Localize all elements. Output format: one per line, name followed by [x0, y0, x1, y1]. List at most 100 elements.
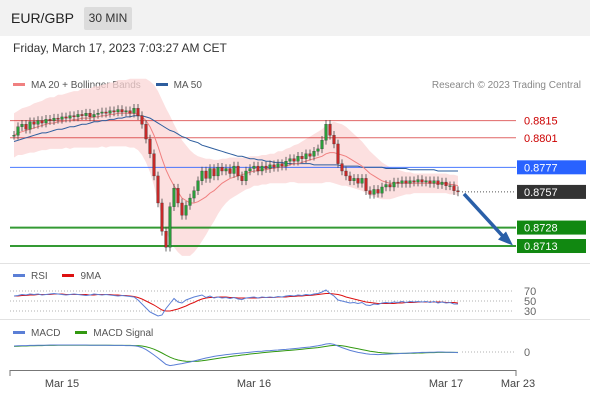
- candle-body: [400, 180, 404, 184]
- x-tick-label-1: Mar 16: [237, 378, 271, 390]
- candle-body: [120, 109, 124, 113]
- level-label-5: 0.8713: [524, 241, 558, 253]
- candle-body: [280, 163, 284, 167]
- candle-body: [132, 108, 136, 114]
- candle-body: [60, 116, 64, 120]
- research-credit: Research © 2023 Trading Central: [431, 80, 581, 91]
- candle-body: [392, 181, 396, 188]
- candle-body: [152, 153, 156, 177]
- candle-body: [452, 185, 456, 191]
- candle-body: [432, 180, 436, 184]
- candle-body: [424, 180, 428, 183]
- candle-body: [180, 202, 184, 216]
- candle-body: [340, 163, 344, 172]
- candle-body: [308, 153, 312, 157]
- rsi-legend: RSI 9MA: [13, 271, 101, 282]
- ma20-line: [13, 112, 459, 204]
- candle-body: [380, 186, 384, 194]
- macd-legend: MACD MACD Signal: [13, 328, 153, 339]
- candle-body: [224, 168, 228, 172]
- timeframe-badge[interactable]: 30 MIN: [84, 7, 132, 30]
- candle-body: [160, 202, 164, 232]
- candle-body: [284, 161, 288, 167]
- x-tick-label-2: Mar 17: [429, 378, 463, 390]
- candle-body: [64, 116, 68, 119]
- candle-body: [136, 108, 140, 116]
- currency-pair-title: EUR/GBP: [11, 10, 75, 26]
- macd-zero-label: 0: [524, 347, 530, 359]
- candle-body: [196, 180, 200, 191]
- legend-macd: MACD: [13, 328, 60, 339]
- candle-body: [324, 124, 328, 141]
- rsi-line: [13, 289, 458, 317]
- level-label-1: 0.8801: [524, 133, 558, 145]
- candle-body: [388, 184, 392, 188]
- candle-body: [72, 115, 76, 118]
- candle-body: [444, 181, 448, 186]
- candle-body: [28, 121, 32, 130]
- legend-ma20: MA 20 + Bollinger Bands: [13, 80, 141, 91]
- legend-rsi-ma: 9MA: [62, 271, 101, 282]
- candle-body: [416, 179, 420, 183]
- candle-body: [216, 167, 220, 177]
- candle-body: [344, 170, 348, 177]
- legend-ma50: MA 50: [155, 80, 202, 91]
- level-label-3: 0.8757: [524, 187, 558, 199]
- candle-body: [144, 124, 148, 140]
- candle-body: [420, 179, 424, 183]
- candle-body: [320, 140, 324, 150]
- candles: [12, 103, 460, 252]
- candle-body: [364, 178, 368, 191]
- candle-body: [188, 197, 192, 206]
- candle-body: [264, 165, 268, 169]
- candle-body: [12, 135, 16, 137]
- legend-macd-label: MACD: [31, 328, 61, 339]
- candle-body: [336, 143, 340, 164]
- candle-body: [372, 189, 376, 195]
- price-legend: MA 20 + Bollinger Bands MA 50: [13, 80, 202, 91]
- candle-body: [348, 175, 352, 181]
- candle-body: [48, 119, 52, 121]
- candle-body: [56, 117, 60, 120]
- chart-datetime: Friday, March 17, 2023 7:03:27 AM CET: [13, 41, 227, 55]
- candle-body: [84, 113, 88, 116]
- candle-body: [172, 188, 176, 207]
- candle-body: [408, 180, 412, 184]
- candle-body: [220, 167, 224, 172]
- candle-body: [404, 180, 408, 184]
- level-label-2: 0.8777: [524, 162, 558, 174]
- forecast-arrow: [462, 192, 507, 240]
- candle-body: [376, 189, 380, 194]
- candle-body: [176, 188, 180, 204]
- candle-body: [412, 180, 416, 183]
- candle-body: [316, 148, 320, 152]
- candle-body: [396, 181, 400, 184]
- x-tick-label-0: Mar 15: [45, 378, 79, 390]
- candle-body: [140, 115, 144, 125]
- candle-body: [192, 190, 196, 199]
- rsi-level-label-0: 70: [524, 286, 536, 298]
- level-badge-5: [517, 239, 586, 254]
- legend-rsi: RSI: [13, 271, 48, 282]
- legend-ma20-label: MA 20 + Bollinger Bands: [31, 80, 141, 91]
- candle-body: [52, 117, 56, 121]
- candle-body: [244, 170, 248, 181]
- candle-body: [252, 165, 256, 169]
- candle-body: [328, 124, 332, 136]
- candle-body: [368, 190, 372, 195]
- candle-body: [16, 126, 20, 136]
- candle-body: [32, 121, 36, 125]
- candle-body: [204, 170, 208, 179]
- candle-body: [436, 180, 440, 185]
- candle-body: [40, 120, 44, 124]
- candle-body: [384, 184, 388, 188]
- candle-body: [256, 165, 260, 172]
- candle-body: [268, 164, 272, 169]
- candle-body: [312, 151, 316, 157]
- candle-body: [96, 113, 100, 115]
- candle-body: [240, 175, 244, 181]
- candle-body: [92, 114, 96, 118]
- candle-body: [108, 110, 112, 114]
- candle-body: [156, 175, 160, 204]
- level-badge-4: [517, 220, 586, 235]
